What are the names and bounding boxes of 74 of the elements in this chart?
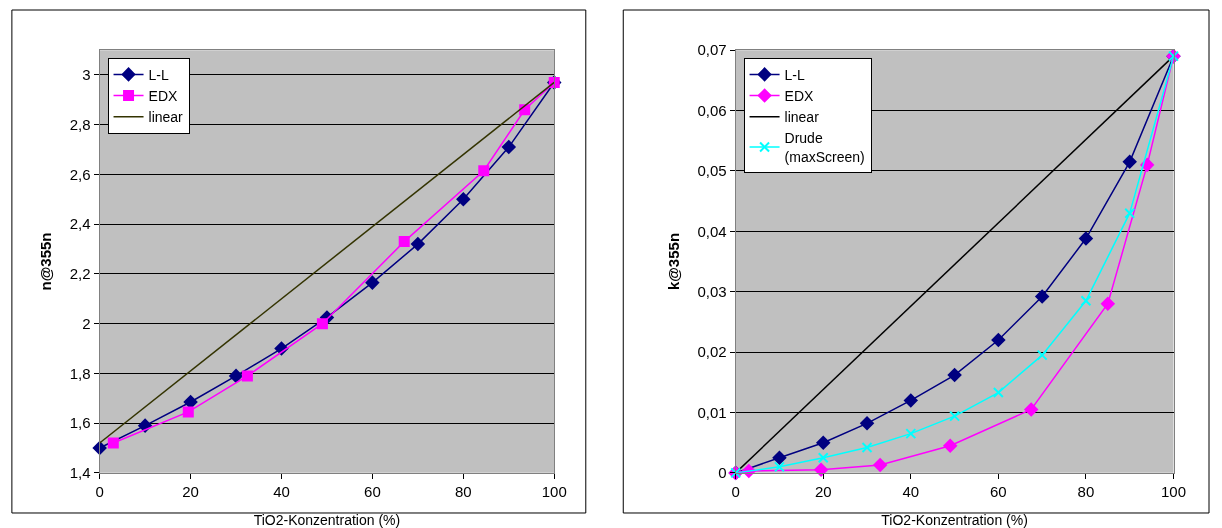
y-tick-label: 1,6: [69, 414, 91, 432]
point: [992, 387, 1004, 399]
point: [182, 406, 194, 418]
point: [860, 416, 874, 431]
point: [1035, 289, 1050, 304]
point: [816, 435, 831, 450]
y-axis-title: k@355n: [664, 232, 682, 291]
x-tick-label: 100: [1160, 482, 1187, 500]
y-tick-label: 2,6: [69, 165, 91, 183]
y-tick-label: 2: [82, 314, 91, 332]
y-tick-label: 0: [718, 464, 727, 482]
y-axis-title: n@355n: [37, 232, 55, 291]
x-tick-label: 60: [364, 482, 381, 500]
point: [905, 428, 917, 440]
y-tick-label: 3: [82, 66, 91, 84]
x-tick-label: 60: [990, 482, 1007, 500]
point: [501, 140, 516, 154]
point: [478, 165, 490, 177]
point: [814, 463, 828, 477]
x-tick-label: 100: [541, 482, 567, 500]
y-tick-label: 0,06: [697, 101, 727, 119]
point: [817, 452, 829, 464]
point: [1036, 349, 1048, 361]
x-tick-label: 80: [454, 482, 472, 500]
legend-label: L-L: [784, 66, 806, 83]
x-tick-label: 20: [814, 482, 832, 500]
legend-label: linear: [784, 109, 820, 126]
point: [456, 192, 471, 207]
x-tick-label: 0: [731, 482, 740, 500]
x-axis-title: TiO2-Konzentration (%): [253, 512, 401, 528]
y-tick-label: 2,8: [69, 115, 91, 133]
point: [229, 369, 243, 383]
point: [241, 370, 253, 382]
legend-label: Drude (maxScreen): [784, 130, 865, 165]
y-tick-label: 0,01: [697, 403, 727, 421]
legend-label: L-L: [148, 66, 169, 83]
legend-label: linear: [148, 109, 184, 126]
point: [316, 318, 328, 330]
legend-label: EDX: [148, 88, 178, 105]
point: [873, 458, 888, 472]
point: [861, 442, 873, 454]
x-tick-label: 40: [902, 482, 920, 500]
y-tick-label: 0,03: [697, 282, 727, 300]
x-tick-label: 80: [1077, 482, 1095, 500]
y-tick-label: 0,04: [697, 222, 727, 240]
point: [1122, 155, 1137, 169]
x-tick-label: 0: [95, 482, 104, 500]
point: [991, 333, 1006, 347]
point: [1080, 295, 1092, 307]
x-axis-title: TiO2-Konzentration (%): [881, 512, 1028, 528]
y-tick-label: 1,8: [69, 364, 91, 382]
y-tick-label: 1,4: [69, 464, 91, 482]
point: [773, 461, 785, 473]
point: [398, 236, 410, 248]
y-tick-label: 2,2: [69, 265, 91, 283]
x-tick-label: 40: [273, 482, 290, 500]
y-tick-label: 0,07: [697, 41, 727, 59]
point: [947, 368, 962, 382]
point: [949, 410, 961, 422]
y-tick-label: 0,05: [697, 162, 727, 180]
y-tick-label: 0,02: [697, 343, 727, 361]
x-tick-label: 20: [182, 482, 199, 500]
y-tick-label: 2,4: [69, 215, 91, 233]
point: [903, 393, 918, 408]
point: [1100, 296, 1115, 311]
point: [107, 437, 119, 449]
point: [411, 237, 425, 251]
point: [1024, 402, 1039, 417]
point: [1124, 207, 1136, 219]
legend-label: EDX: [784, 88, 815, 105]
point: [943, 438, 958, 453]
point: [772, 450, 787, 465]
point: [365, 275, 380, 290]
point: [1079, 231, 1093, 246]
